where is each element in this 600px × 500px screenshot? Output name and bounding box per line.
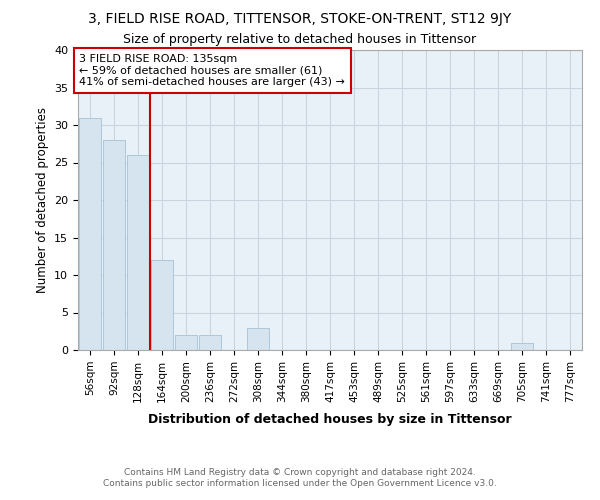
Bar (127, 155, 149, 350)
Bar (103, 140, 125, 350)
Text: 3 FIELD RISE ROAD: 135sqm
← 59% of detached houses are smaller (61)
41% of semi-: 3 FIELD RISE ROAD: 135sqm ← 59% of detac… (79, 54, 345, 87)
Bar (175, 335, 197, 350)
Y-axis label: Number of detached properties: Number of detached properties (35, 107, 49, 293)
Text: 3, FIELD RISE ROAD, TITTENSOR, STOKE-ON-TRENT, ST12 9JY: 3, FIELD RISE ROAD, TITTENSOR, STOKE-ON-… (88, 12, 512, 26)
Text: Size of property relative to detached houses in Tittensor: Size of property relative to detached ho… (124, 32, 476, 46)
Text: Contains HM Land Registry data © Crown copyright and database right 2024.
Contai: Contains HM Land Registry data © Crown c… (103, 468, 497, 487)
Bar (151, 260, 173, 350)
Bar (511, 342, 533, 350)
Bar (79, 118, 101, 350)
Bar (247, 328, 269, 350)
Bar (199, 335, 221, 350)
X-axis label: Distribution of detached houses by size in Tittensor: Distribution of detached houses by size … (148, 413, 512, 426)
